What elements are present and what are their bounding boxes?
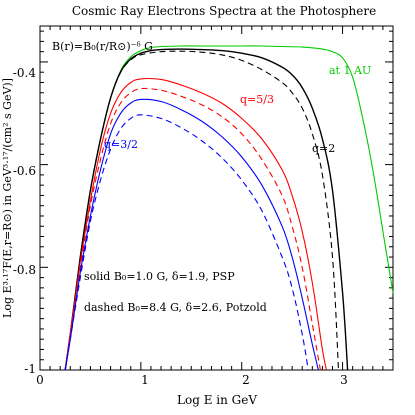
x-tick-label-1: 1 [141,373,149,387]
plot-frame [39,25,394,371]
series-line-3 [64,78,327,371]
x-tick-label-0: 0 [36,373,44,387]
series-line-4 [64,87,321,371]
series-line-1 [64,48,349,371]
chart-title: Cosmic Ray Electrons Spectra at the Phot… [72,4,376,18]
formula-label: B(r)=B₀(r/R⊙)⁻ᵟ G [52,40,153,53]
label-q32: q=3/2 [104,138,138,151]
x-tick-label-3: 3 [340,373,348,387]
series-line-5 [64,98,319,371]
x-axis-label: Log E in GeV [177,393,257,407]
series-line-6 [64,114,309,371]
series-line-2 [64,50,340,371]
series-curves [64,45,394,371]
series-line-0 [64,45,394,371]
legend-solid: solid B₀=1.0 G, δ=1.9, PSP [84,270,235,283]
label-q53: q=5/3 [240,93,274,106]
x-tick-label-2: 2 [242,373,250,387]
legend-dashed: dashed B₀=8.4 G, δ=2.6, Potzold [84,301,267,314]
label-q2: q=2 [312,142,335,155]
y-tick-label-neg0.6: -0.6 [13,164,36,178]
y-tick-label-neg0.4: -0.4 [13,66,37,80]
y-tick-label-neg0.8: -0.8 [13,263,36,277]
y-tick-label-neg1: -1 [24,362,36,376]
label-at-1au: at 1 AU [329,64,371,77]
axis-ticks [39,26,394,371]
y-axis-label: Log E³·¹⁷F(E,r=R⊙) in GeV³·¹⁷/(cm² s GeV… [1,78,14,318]
